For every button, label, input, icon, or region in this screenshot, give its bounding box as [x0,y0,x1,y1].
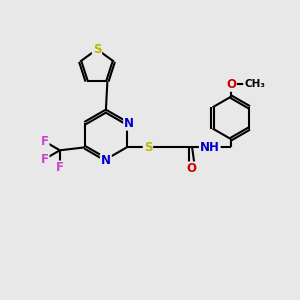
Text: N: N [101,154,111,167]
Text: O: O [187,162,196,175]
Text: NH: NH [200,141,220,154]
Text: F: F [56,161,64,175]
Text: CH₃: CH₃ [244,79,265,89]
Text: F: F [40,153,49,166]
Text: F: F [40,135,49,148]
Text: S: S [144,141,152,154]
Text: O: O [226,78,236,91]
Text: N: N [124,117,134,130]
Text: S: S [93,43,101,56]
